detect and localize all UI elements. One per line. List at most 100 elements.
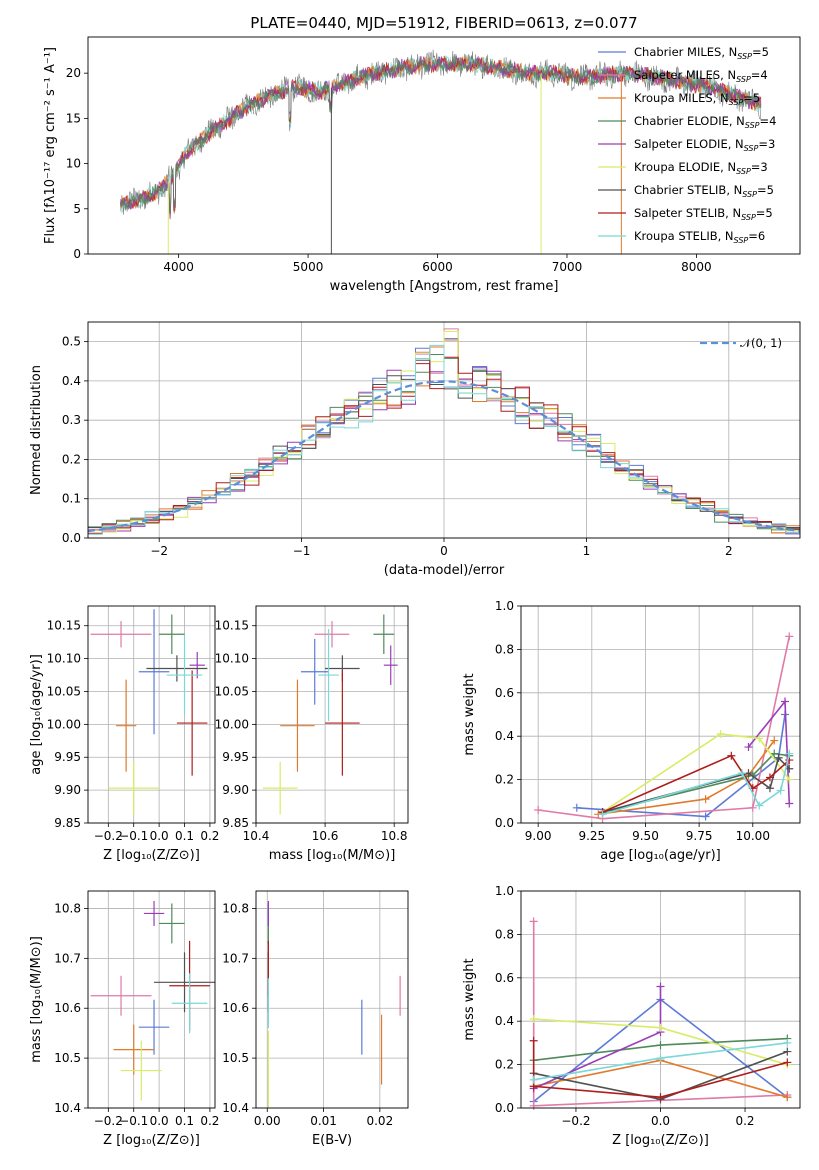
- x-tick-label: 0.2: [200, 1114, 219, 1128]
- series-point: [529, 1015, 538, 1024]
- y-tick-label: 10.00: [47, 717, 81, 731]
- series-point: [785, 775, 794, 784]
- x-axis-label: E(B-V): [312, 1133, 352, 1148]
- massweight_vs_Z-axes: −0.2 0.0 0.2 0.0 0.2 0.4 0.6 0.8 1.0 Z [log₁₀(Z/Z…: [462, 884, 801, 1148]
- plot-frame: [87, 605, 216, 824]
- x-tick-label: −0.1: [119, 829, 148, 843]
- y-tick-label: 0.8: [495, 642, 514, 656]
- legend-label-text: Chabrier MILES, N: [634, 45, 737, 59]
- series-point: [770, 736, 779, 745]
- x-tick-label: 0.00: [254, 1114, 281, 1128]
- x-tick-label: −0.1: [119, 1114, 148, 1128]
- y-tick-label: 0.5: [62, 335, 81, 349]
- y-tick-label: 10.4: [54, 1101, 81, 1115]
- y-tick-label: 9.90: [54, 783, 81, 797]
- series-point: [780, 697, 789, 706]
- x-tick-label: 10.4: [243, 829, 270, 843]
- y-tick-label: 1.0: [495, 884, 514, 898]
- x-tick-label: 10.00: [736, 829, 770, 843]
- legend-label-text: Salpeter ELODIE, N: [634, 137, 744, 151]
- y-tick-label: 10.4: [222, 1101, 249, 1115]
- legend-label-subscript: SSP: [742, 190, 757, 199]
- y-tick-label: 10.05: [47, 684, 81, 698]
- series-point: [598, 810, 607, 819]
- y-tick-label: 0.0: [62, 531, 81, 545]
- legend-label: 𝒩(0, 1): [740, 336, 782, 350]
- y-tick-label: 0.4: [495, 729, 514, 743]
- y-axis-label: Normed distribution: [29, 365, 44, 495]
- series-point: [656, 1093, 665, 1102]
- x-tick-label: 0.1: [175, 1114, 194, 1128]
- x-tick-label: −1: [293, 544, 311, 558]
- series-line: [598, 740, 775, 816]
- y-axis-label: mass weight: [462, 673, 477, 755]
- legend-label-text: Chabrier STELIB, N: [634, 183, 742, 197]
- y-tick-label: 0.1: [62, 492, 81, 506]
- y-tick-label: 10.05: [215, 684, 249, 698]
- plot-area: [521, 606, 800, 823]
- y-tick-label: 10.10: [215, 652, 249, 666]
- y-tick-label: 10.15: [47, 619, 81, 633]
- legend-label-text: Kroupa STELIB, N: [634, 229, 734, 243]
- y-tick-label: 10.8: [54, 901, 81, 915]
- y-tick-label: 10.7: [222, 951, 249, 965]
- legend-label: Salpeter MILES, NSSP=4: [634, 68, 768, 84]
- legend-label-text: Kroupa MILES, N: [634, 91, 729, 105]
- y-tick-label: 0.2: [495, 773, 514, 787]
- plot-frame: [520, 890, 801, 1109]
- x-tick-label: 2: [725, 544, 733, 558]
- mass_vs_EBV-axes: 0.00 0.01 0.02 10.4 10.5 10.6 10.7 10.8 E(B-V): [222, 890, 409, 1148]
- series-point: [765, 773, 774, 782]
- series-point: [656, 1041, 665, 1050]
- series-point: [738, 769, 747, 778]
- series-line: [532, 1040, 788, 1099]
- series-point: [656, 1023, 665, 1032]
- x-tick-label: 1: [583, 544, 591, 558]
- x-tick-label: 9.00: [525, 829, 552, 843]
- legend-label-subscript: SSP: [734, 236, 749, 245]
- x-tick-label: −0.2: [94, 1114, 123, 1128]
- plot-frame: [87, 321, 801, 539]
- y-axis-label: age [log₁₀(age/yr)]: [29, 654, 44, 775]
- y-tick-label: 10.6: [54, 1001, 81, 1015]
- legend-label-tail: =4: [760, 114, 777, 128]
- plot-area: [256, 891, 408, 1108]
- series-point: [770, 749, 779, 758]
- massweight_vs_age-axes: 9.00 9.25 9.50 9.75 10.00 0.0 0.2 0.4 0.6 0.8 1.0 a…: [462, 599, 801, 863]
- figure-title: PLATE=0440, MJD=51912, FIBERID=0613, z=0…: [250, 14, 637, 32]
- series-point: [656, 982, 665, 991]
- x-tick-label: 6000: [422, 260, 453, 274]
- y-tick-label: 10.5: [222, 1051, 249, 1065]
- y-tick-label: 9.95: [54, 750, 81, 764]
- y-tick-label: 0.3: [62, 413, 81, 427]
- y-tick-label: 0.4: [495, 1014, 514, 1028]
- legend-label: Chabrier ELODIE, NSSP=4: [634, 114, 776, 130]
- x-axis-label: Z [log₁₀(Z/Z⊙)]: [612, 1133, 709, 1148]
- legend-label-tail: =3: [758, 137, 775, 151]
- residual_hist-axes: −2 −1 0 1 2 0.0 0.1 0.2 0.3 0.4 0.5 (data-model)/er…: [29, 321, 801, 578]
- x-tick-label: 0.0: [651, 1114, 670, 1128]
- x-axis-label: wavelength [Angstrom, rest frame]: [330, 279, 559, 294]
- series-point: [785, 799, 794, 808]
- y-tick-label: 10.10: [47, 652, 81, 666]
- series-point: [656, 1054, 665, 1063]
- legend-label-text: Salpeter STELIB, N: [634, 206, 741, 220]
- y-tick-label: 9.85: [54, 816, 81, 830]
- x-tick-label: 9.75: [686, 829, 713, 843]
- spectrum-series-line: [120, 55, 762, 218]
- y-tick-label: 0.0: [495, 1101, 514, 1115]
- series-line: [538, 636, 791, 820]
- age_vs_Z-axes: −0.2−0.1 0.0 0.1 0.2 9.85 9.90 9.95 10.00 10.05 1…: [29, 605, 219, 863]
- y-tick-label: 10: [66, 157, 81, 171]
- x-tick-label: 0: [440, 544, 448, 558]
- x-tick-label: 10.6: [312, 829, 339, 843]
- legend-label-tail: =5: [757, 183, 774, 197]
- x-tick-label: −0.2: [94, 829, 123, 843]
- legend-label-tail: =5: [752, 45, 769, 59]
- plot-frame: [255, 890, 409, 1109]
- y-tick-label: 15: [66, 111, 81, 125]
- legend-label-subscript: SSP: [744, 144, 759, 153]
- series-point: [755, 801, 764, 810]
- series-line: [576, 714, 786, 818]
